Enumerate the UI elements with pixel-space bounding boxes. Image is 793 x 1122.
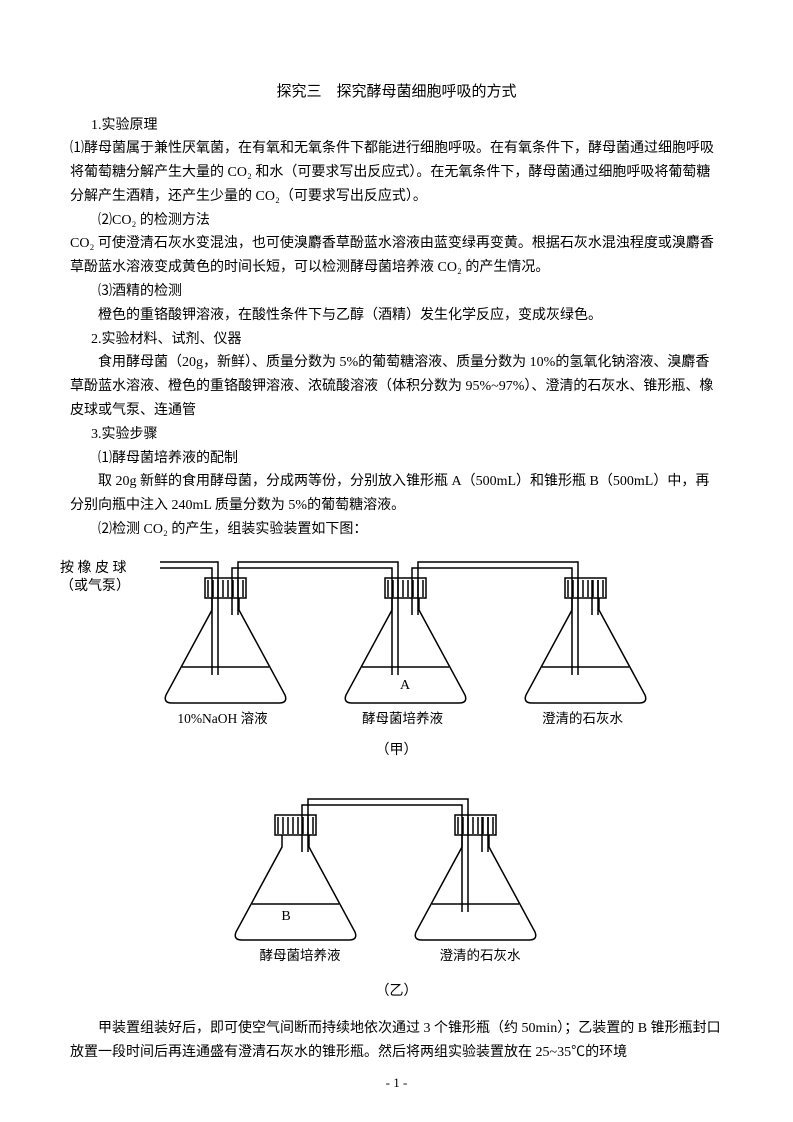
para-1: ⑴酵母菌属于兼性厌氧菌，在有氧和无氧条件下都能进行细胞呼吸。在有氧条件下，酵母菌…	[70, 137, 723, 208]
flask-b2	[415, 815, 536, 940]
para-6-heading: ⑵检测 CO₂ 的产生，组装实验装置如下图：	[70, 518, 723, 542]
flask-a3-caption: 澄清的石灰水	[510, 708, 655, 731]
para-7: 甲装置组装好后，即可使空气间断而持续地依次通过 3 个锥形瓶（约 50min）；…	[70, 1017, 723, 1065]
pump-label: 按 橡 皮 球 （或气泵）	[60, 560, 130, 596]
diagram-b-label: （乙）	[70, 980, 723, 1004]
diagram-b-svg: B	[230, 787, 630, 957]
para-1-text: ⑴酵母菌属于兼性厌氧菌，在有氧和无氧条件下都能进行细胞呼吸。在有氧条件下，酵母菌…	[70, 141, 714, 204]
pump-label-line2: （或气泵）	[60, 578, 130, 596]
flask-a3	[525, 578, 646, 703]
para-5-body: 取 20g 新鲜的食用酵母菌，分成两等份，分别放入锥形瓶 A（500mL）和锥形…	[70, 470, 723, 518]
diagram-a-svg: A	[150, 550, 710, 720]
section-2-heading: 2.实验材料、试剂、仪器	[70, 328, 723, 352]
flask-a2-caption: 酵母菌培养液	[330, 708, 475, 731]
flask-a1	[165, 578, 286, 703]
para-3-heading: ⑶酒精的检测	[70, 280, 723, 304]
diagram-a-label: （甲）	[70, 739, 723, 763]
para-4: 食用酵母菌（20g，新鲜）、质量分数为 5%的葡萄糖溶液、质量分数为 10%的氢…	[70, 351, 723, 422]
flask-b1: B	[235, 815, 356, 940]
diagram-a: 按 橡 皮 球 （或气泵）	[70, 550, 723, 725]
para-5-heading: ⑴酵母菌培养液的配制	[70, 447, 723, 471]
page: 探究三 探究酵母菌细胞呼吸的方式 1.实验原理 ⑴酵母菌属于兼性厌氧菌，在有氧和…	[0, 0, 793, 1122]
para-3-body: 橙色的重铬酸钾溶液，在酸性条件下与乙醇（酒精）发生化学反应，变成灰绿色。	[70, 304, 723, 328]
section-1-heading: 1.实验原理	[70, 114, 723, 138]
flask-b1-letter: B	[281, 909, 290, 924]
para-2-body: CO₂ 可使澄清石灰水变混浊，也可使溴麝香草酚蓝水溶液由蓝变绿再变黄。根据石灰水…	[70, 232, 723, 280]
para-2-heading: ⑵CO₂ 的检测方法	[70, 209, 723, 233]
section-3-heading: 3.实验步骤	[70, 423, 723, 447]
flask-b1-caption: 酵母菌培养液	[230, 945, 370, 968]
flask-b2-caption: 澄清的石灰水	[410, 945, 550, 968]
flask-a1-caption: 10%NaOH 溶液	[150, 708, 295, 731]
flask-a2: A	[345, 578, 466, 703]
pump-label-line1: 按 橡 皮 球	[60, 560, 130, 578]
flask-a2-letter: A	[400, 678, 411, 693]
doc-title: 探究三 探究酵母菌细胞呼吸的方式	[70, 80, 723, 106]
diagram-b: B 酵母菌培养液 澄清的石	[70, 787, 723, 962]
page-number: - 1 -	[0, 1072, 793, 1094]
